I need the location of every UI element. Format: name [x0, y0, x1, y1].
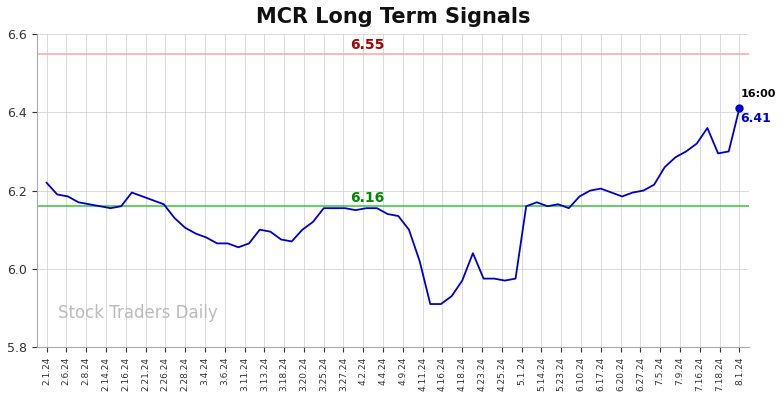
- Text: Stock Traders Daily: Stock Traders Daily: [58, 304, 218, 322]
- Title: MCR Long Term Signals: MCR Long Term Signals: [256, 7, 530, 27]
- Text: 6.16: 6.16: [350, 191, 384, 205]
- Text: 6.55: 6.55: [350, 38, 384, 52]
- Text: 16:00: 16:00: [740, 89, 775, 99]
- Text: 6.41: 6.41: [740, 112, 771, 125]
